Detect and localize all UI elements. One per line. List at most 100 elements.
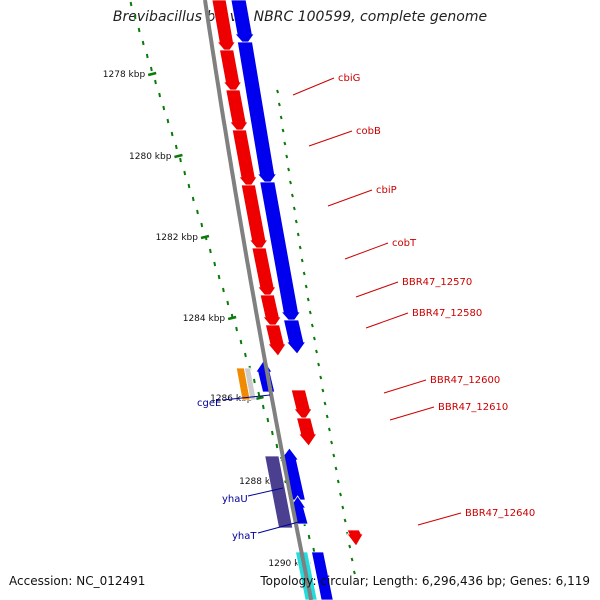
gene-label-bbr47_12610: BBR47_12610 — [438, 402, 508, 413]
ruler-dot-outer — [292, 206, 296, 211]
ruler-dot — [239, 339, 243, 345]
ruler-dot — [196, 209, 199, 215]
gene-label-cgee: cgeE — [197, 398, 221, 409]
ruler-dot-outer — [276, 89, 280, 94]
tick-label: 1280 kbp — [129, 152, 172, 162]
ruler-dot-outer — [327, 427, 331, 432]
gene-label-yhat: yhaT — [232, 531, 257, 542]
forward-cds — [230, 0, 255, 47]
ruler-dot-outer — [290, 193, 294, 198]
ruler-dot — [307, 534, 311, 540]
ruler-dot-outer — [319, 375, 323, 380]
ruler-dot — [129, 1, 133, 7]
ruler-dot-outer — [321, 388, 325, 393]
ruler-dot — [261, 404, 265, 410]
ruler-dot — [133, 14, 137, 20]
reverse-cds — [259, 294, 282, 330]
ruler-dot-outer — [283, 141, 287, 146]
ruler-dot — [154, 79, 157, 85]
ruler-dot-outer — [350, 557, 354, 562]
ruler-dot-outer — [304, 284, 308, 289]
backbone-layer — [203, 0, 314, 600]
tick-mark — [174, 153, 183, 159]
gene-label-yhau: yhaU — [222, 494, 248, 505]
ruler-dot-outer — [334, 466, 338, 471]
label-leader — [327, 189, 373, 207]
ruler-dot-outer — [343, 518, 347, 523]
ruler-dot — [162, 105, 166, 111]
ruler-dot — [141, 40, 145, 46]
ruler-dot — [213, 261, 217, 267]
label-leaders-layer: cbiG cobB cbiP cobT BBR47_12570 BBR47_12580 BB… — [197, 73, 535, 542]
ruler-dot-outer — [300, 258, 304, 263]
ruler-dot — [187, 183, 191, 189]
tick-label: 1288 kbp — [239, 477, 282, 487]
ruler-dot-outer — [279, 115, 283, 120]
ruler-dot-outer — [281, 128, 285, 133]
ruler-dot-outer — [315, 349, 318, 354]
label-leader — [257, 519, 307, 534]
ruler-dot-outer — [325, 414, 329, 419]
ruler-dot — [270, 430, 274, 436]
ruler-dot-outer — [323, 401, 327, 406]
forward-cds-bottom — [311, 551, 334, 600]
cge-gene-grey — [243, 367, 257, 401]
reverse-cds — [251, 247, 277, 300]
reverse-cds — [290, 389, 313, 422]
label-leader — [308, 130, 353, 147]
ruler-dot — [166, 118, 170, 124]
ruler-dot-outer — [296, 232, 300, 237]
gene-label-cbip: cbiP — [376, 185, 397, 196]
gene-label-bbr47_12600: BBR47_12600 — [430, 375, 500, 386]
reverse-cds — [231, 129, 258, 190]
ruler-dot — [208, 248, 212, 254]
reverse-cds — [225, 89, 249, 135]
ruler-dot-outer — [287, 167, 291, 172]
label-leader — [344, 242, 389, 260]
yha-gene-dark — [264, 455, 294, 529]
ruler-dot — [244, 352, 247, 358]
ruler-dot-outer — [310, 323, 314, 328]
gene-label-cobb: cobB — [356, 126, 381, 137]
ruler-dot — [137, 27, 141, 33]
tick-mark — [200, 234, 210, 240]
ruler-dot-outer — [336, 479, 340, 484]
label-leader — [389, 406, 435, 421]
ruler-dot — [170, 131, 174, 137]
reverse-cds — [264, 324, 287, 357]
ruler-dot — [257, 391, 261, 397]
label-leader — [383, 379, 427, 394]
ruler-dot-outer — [330, 440, 334, 445]
genome-summary-text: Topology: circular; Length: 6,296,436 bp… — [260, 574, 590, 588]
ruler-dot-outer — [332, 453, 336, 458]
tick-label: 1278 kbp — [103, 70, 146, 80]
ruler-dot-outer — [289, 180, 292, 185]
ruler-dot-outer — [277, 102, 281, 107]
ruler-dot — [222, 287, 225, 293]
ruler-dot — [158, 92, 161, 98]
gene-label-bbr47_12570: BBR47_12570 — [402, 277, 472, 288]
forward-cds — [236, 41, 278, 187]
ruler-dot-outer — [306, 297, 310, 302]
ruler-dot — [235, 326, 238, 332]
ruler-dot-outer — [312, 336, 316, 341]
ruler-dot — [179, 157, 182, 163]
ruler-dot — [191, 196, 195, 202]
ruler-dot-outer — [302, 271, 306, 276]
BBR47_12640-gene — [346, 529, 364, 547]
tick-label: 1282 kbp — [156, 233, 199, 243]
tick-mark — [255, 395, 264, 401]
ruler-dot — [149, 66, 153, 72]
ruler-dot-outer — [339, 492, 342, 497]
ruler-dot-outer — [352, 570, 356, 575]
gene-label-cbig: cbiG — [338, 73, 360, 84]
gene-label-bbr47_12640: BBR47_12640 — [465, 508, 535, 519]
accession-text: Accession: NC_012491 — [9, 574, 146, 588]
reverse-cds — [219, 49, 243, 95]
ruler-dot — [226, 300, 230, 306]
tick-label: 1284 kbp — [183, 314, 226, 324]
ruler-dot-outer — [317, 362, 321, 367]
reverse-cds — [296, 417, 318, 447]
ruler-dot-outer — [348, 544, 352, 549]
